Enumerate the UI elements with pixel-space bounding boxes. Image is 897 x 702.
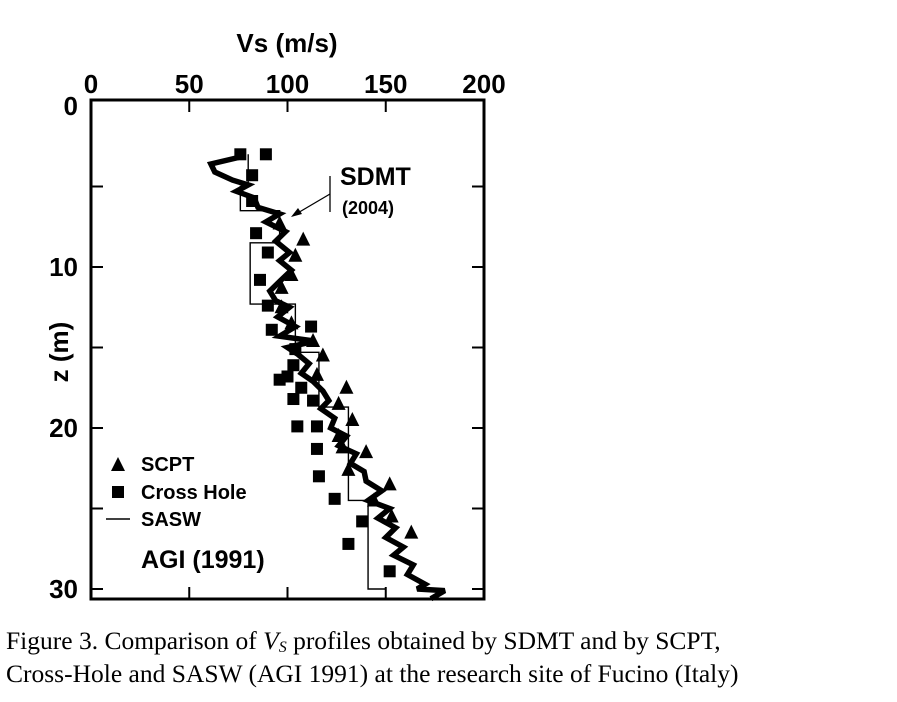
- scpt-point: [341, 461, 356, 476]
- y-axis-ticks: 0 10 20 30: [49, 91, 484, 604]
- legend: SCPT Cross Hole SASW AGI (1991): [106, 454, 265, 574]
- scpt-point: [366, 492, 381, 507]
- figure-caption: Figure 3. Comparison of VS profiles obta…: [6, 624, 891, 690]
- crosshole-point: [261, 299, 274, 312]
- caption-line-1: Figure 3. Comparison of VS profiles obta…: [6, 624, 891, 657]
- legend-triangle-marker: [111, 457, 125, 471]
- crosshole-point: [328, 492, 341, 505]
- crosshole-point: [287, 359, 300, 372]
- caption-line-1-rest: profiles obtained by SDMT and by SCPT,: [286, 626, 721, 655]
- legend-square-marker: [112, 486, 124, 498]
- annotation-arrow-line: [295, 193, 331, 215]
- scpt-point: [309, 366, 324, 381]
- legend-label-sasw: SASW: [141, 509, 201, 531]
- caption-variable: V: [263, 626, 279, 655]
- caption-variable-subscript: S: [278, 639, 287, 656]
- scpt-point: [274, 299, 289, 314]
- x-tick-label: 100: [266, 69, 309, 99]
- scpt-point: [315, 347, 330, 362]
- legend-label-crosshole: Cross Hole: [141, 482, 247, 504]
- crosshole-point: [253, 273, 266, 286]
- crosshole-point: [342, 537, 355, 550]
- scpt-point: [331, 395, 346, 410]
- crosshole-point: [310, 442, 323, 455]
- legend-label-scpt: SCPT: [141, 454, 194, 476]
- crosshole-point: [287, 393, 300, 406]
- y-tick-label: 10: [49, 252, 78, 282]
- crosshole-point: [307, 394, 320, 407]
- crosshole-point: [310, 420, 323, 433]
- crosshole-point: [234, 148, 247, 161]
- sdmt-annotation-label: SDMT: [340, 163, 411, 191]
- crosshole-point: [356, 515, 369, 528]
- sdmt-annotation-sublabel: (2004): [342, 198, 394, 218]
- sdmt-line: [206, 154, 447, 602]
- scpt-point: [288, 247, 303, 262]
- annotation-arrowhead: [291, 208, 302, 217]
- x-tick-label: 150: [364, 69, 407, 99]
- scpt-point: [331, 428, 346, 443]
- caption-line-2: Cross-Hole and SASW (AGI 1991) at the re…: [6, 659, 739, 688]
- y-axis-title: z (m): [44, 322, 74, 383]
- y-tick-label: 30: [49, 574, 78, 604]
- sdmt-series: [206, 154, 447, 602]
- scpt-point: [335, 439, 350, 454]
- scpt-point: [345, 411, 360, 426]
- scpt-point: [284, 315, 299, 330]
- scpt-point: [359, 444, 374, 459]
- y-tick-label: 0: [64, 91, 78, 121]
- crosshole-point: [246, 194, 259, 207]
- crosshole-point: [312, 470, 325, 483]
- crosshole-point: [261, 246, 274, 259]
- crosshole-point: [383, 565, 396, 578]
- crosshole-point: [273, 373, 286, 386]
- scpt-point: [284, 267, 299, 282]
- crosshole-point: [265, 323, 278, 336]
- crosshole-point: [305, 320, 318, 333]
- scpt-point: [382, 476, 397, 491]
- crosshole-point: [291, 420, 304, 433]
- scpt-point: [404, 524, 419, 539]
- scpt-series: [272, 215, 419, 539]
- crosshole-point: [250, 227, 263, 240]
- crosshole-point: [259, 148, 272, 161]
- x-axis-title: Vs (m/s): [236, 28, 337, 58]
- sdmt-annotation: SDMT (2004): [291, 163, 411, 218]
- x-tick-label: 200: [462, 69, 505, 99]
- scpt-point: [339, 379, 354, 394]
- crosshole-series: [234, 148, 396, 578]
- scpt-point: [296, 231, 311, 246]
- crosshole-point: [289, 343, 302, 356]
- x-tick-label: 0: [84, 69, 98, 99]
- caption-prefix: Figure 3. Comparison of: [6, 626, 264, 655]
- legend-source-label: AGI (1991): [141, 546, 265, 574]
- scpt-point: [274, 279, 289, 294]
- vs-profile-chart: Vs (m/s) z (m) 0 50 100 150 200 0 10 20 30 SDMT…: [44, 28, 506, 604]
- scpt-point: [272, 215, 287, 230]
- x-tick-label: 50: [175, 69, 204, 99]
- scpt-point: [306, 333, 321, 348]
- y-tick-label: 20: [49, 413, 78, 443]
- crosshole-point: [246, 169, 259, 182]
- scpt-point: [384, 508, 399, 523]
- crosshole-point: [295, 381, 308, 394]
- x-axis-ticks: 0 50 100 150 200: [84, 69, 506, 599]
